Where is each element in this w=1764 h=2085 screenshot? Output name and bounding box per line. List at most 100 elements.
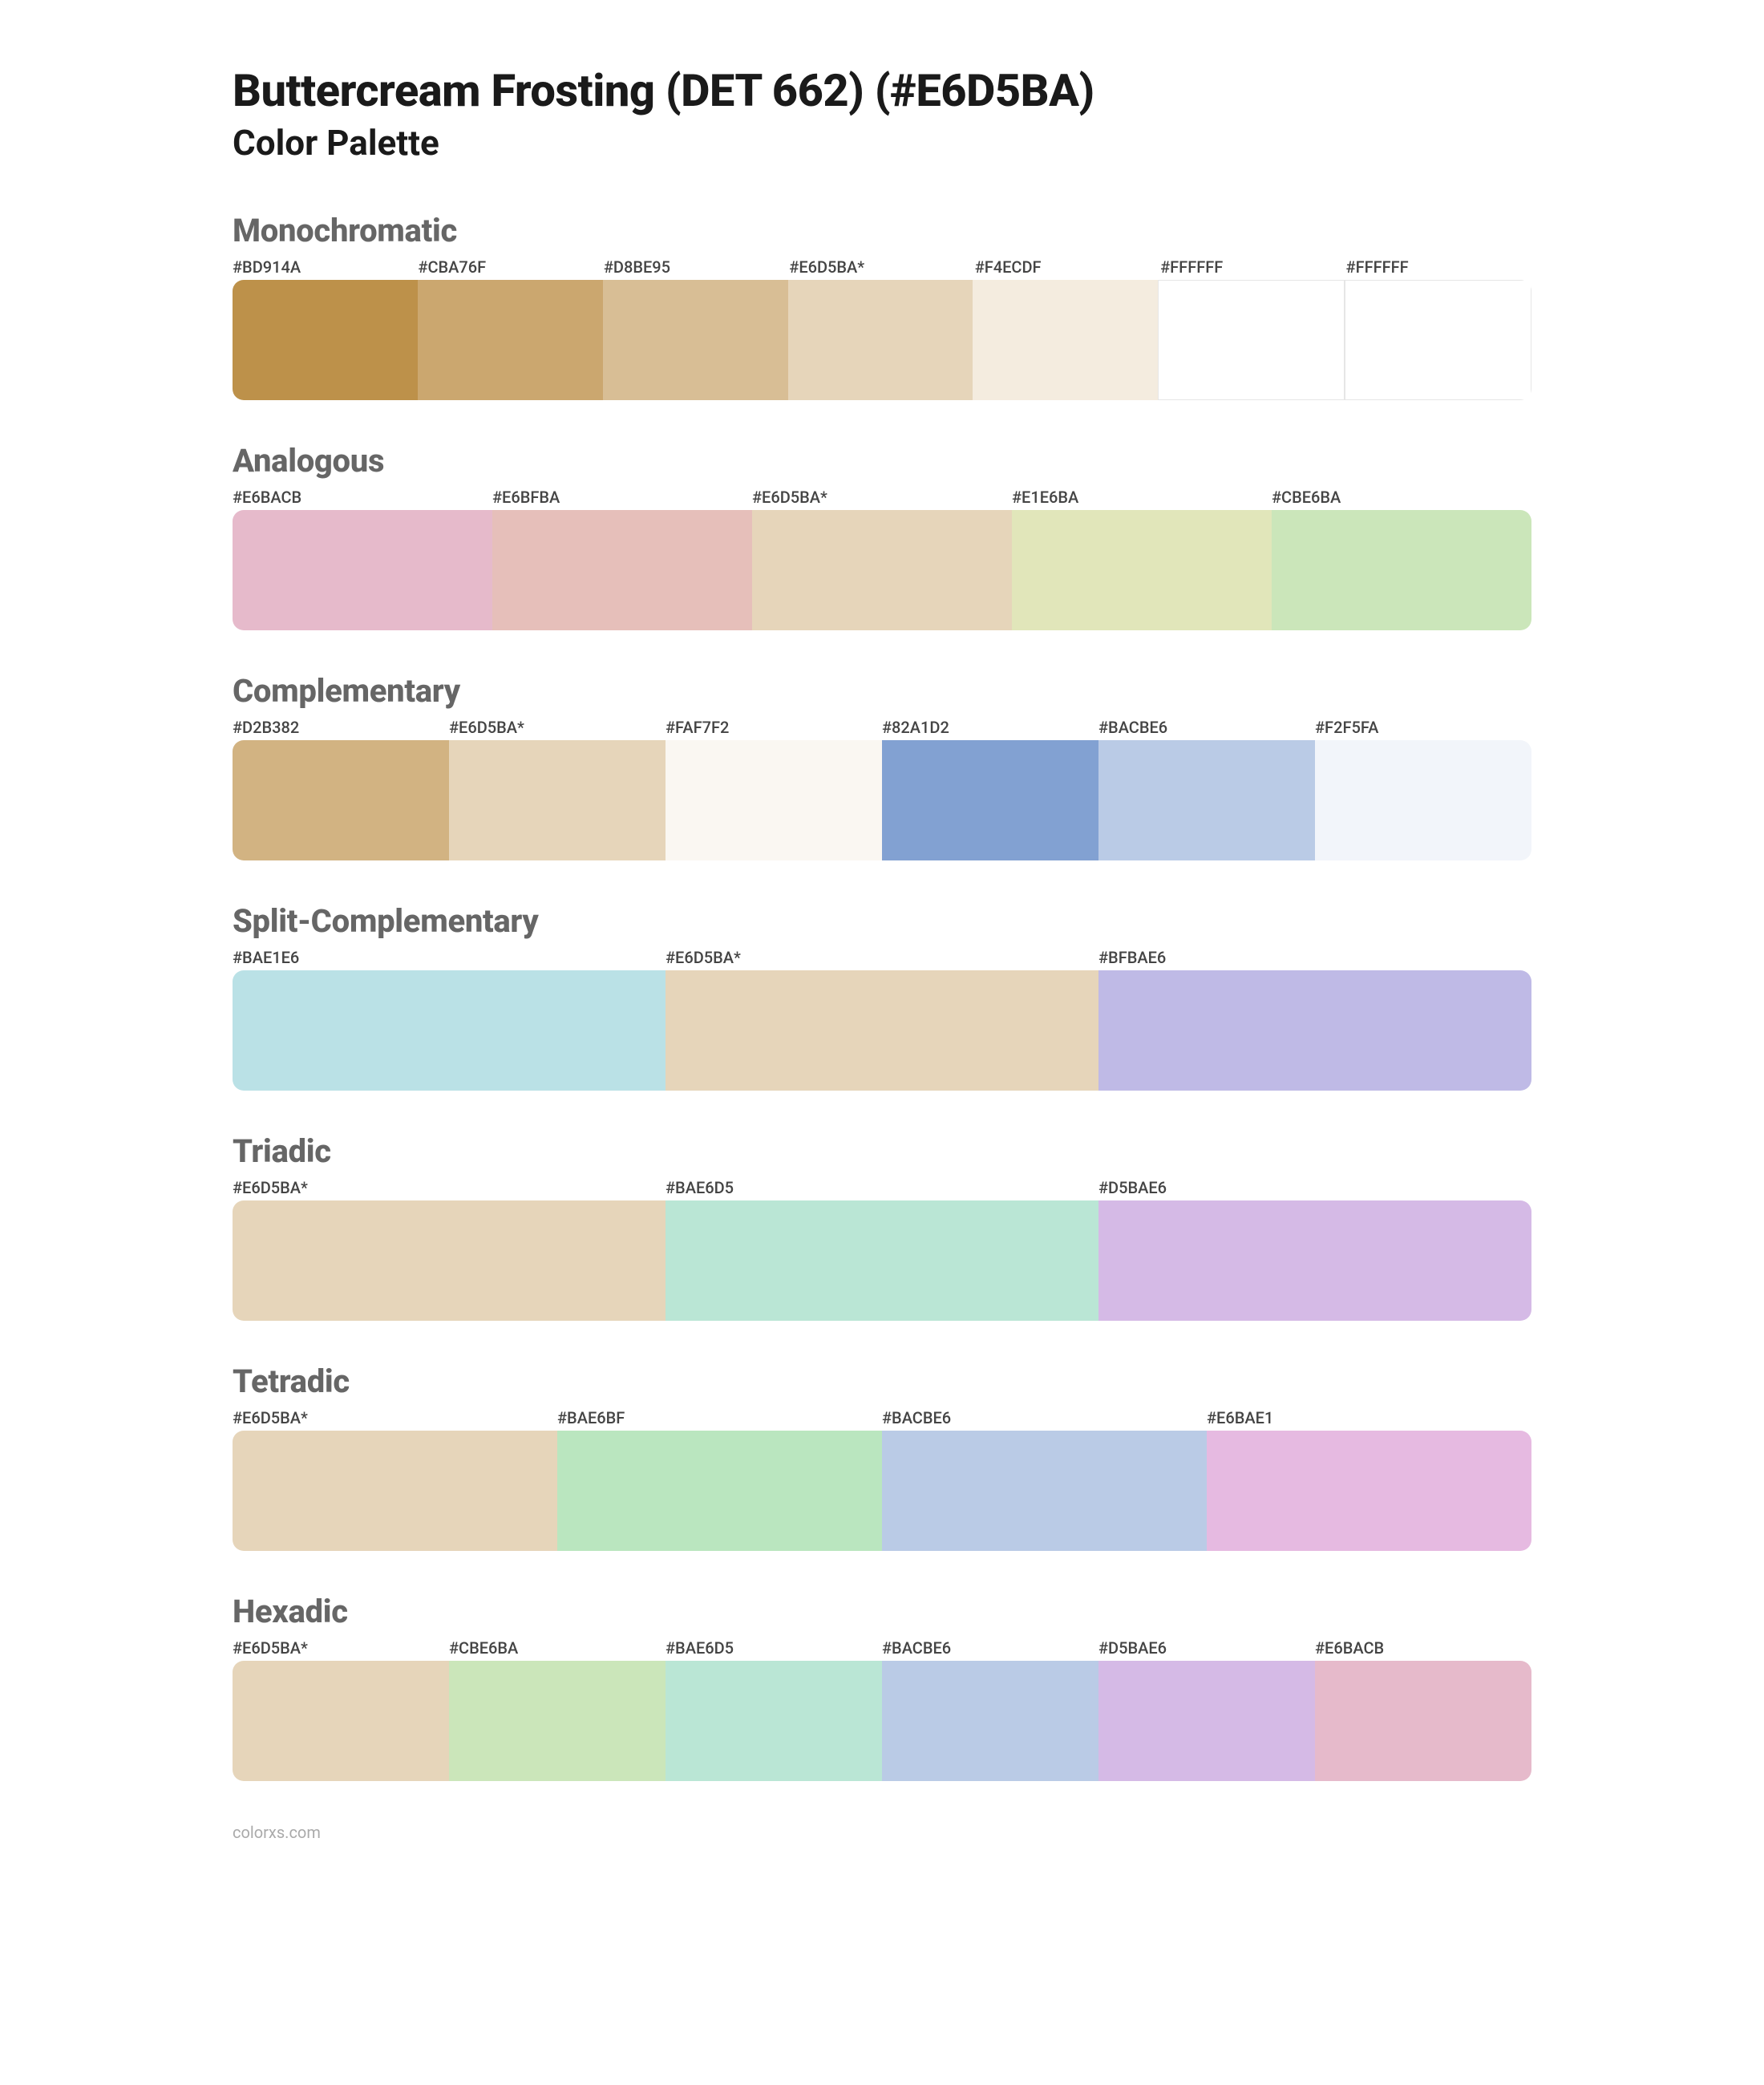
palette-section: Tetradic #E6D5BA*#BAE6BF#BACBE6#E6BAE1 [233,1362,1531,1551]
section-title: Monochromatic [233,212,1531,249]
color-swatch [666,970,1098,1091]
swatch-label: #E6D5BA* [752,488,1012,507]
swatches-row [233,1200,1531,1321]
swatch-label: #FFFFFF [1346,257,1531,277]
color-swatch [666,1200,1098,1321]
swatch-label: #BFBAE6 [1098,948,1531,967]
swatch-label: #D5BAE6 [1098,1178,1531,1197]
swatch-label: #E6D5BA* [233,1408,557,1427]
color-swatch [492,510,752,630]
page-title: Buttercream Frosting (DET 662) (#E6D5BA) [233,64,1531,117]
color-swatch [882,740,1098,860]
color-swatch [233,970,666,1091]
color-swatch [233,280,418,400]
palette-section: Analogous #E6BACB#E6BFBA#E6D5BA*#E1E6BA#C… [233,442,1531,630]
labels-row: #BAE1E6#E6D5BA*#BFBAE6 [233,948,1531,967]
color-swatch [557,1431,882,1551]
color-swatch [1315,740,1531,860]
color-swatch [973,280,1158,400]
swatch-label: #CBE6BA [1272,488,1531,507]
swatch-label: #BD914A [233,257,418,277]
swatch-label: #E6D5BA* [233,1178,666,1197]
color-swatch [233,740,449,860]
swatch-label: #E6BACB [233,488,492,507]
labels-row: #E6D5BA*#CBE6BA#BAE6D5#BACBE6#D5BAE6#E6B… [233,1638,1531,1658]
swatch-label: #BACBE6 [1098,718,1315,737]
swatch-label: #E1E6BA [1012,488,1272,507]
swatch-label: #BACBE6 [882,1408,1207,1427]
color-swatch [603,280,788,400]
labels-row: #BD914A#CBA76F#D8BE95#E6D5BA*#F4ECDF#FFF… [233,257,1531,277]
swatch-label: #E6BACB [1315,1638,1531,1658]
section-title: Split-Complementary [233,902,1531,940]
color-swatch [1098,970,1531,1091]
color-swatch [233,1431,557,1551]
color-swatch [666,740,882,860]
color-swatch [1158,280,1345,400]
color-swatch [882,1431,1207,1551]
color-swatch [666,1661,882,1781]
swatch-label: #D8BE95 [604,257,789,277]
swatch-label: #BAE6D5 [666,1638,882,1658]
color-swatch [1012,510,1272,630]
swatches-row [233,1431,1531,1551]
swatches-row [233,1661,1531,1781]
color-swatch [882,1661,1098,1781]
color-swatch [1272,510,1531,630]
labels-row: #D2B382#E6D5BA*#FAF7F2#82A1D2#BACBE6#F2F… [233,718,1531,737]
palette-section: Monochromatic #BD914A#CBA76F#D8BE95#E6D5B… [233,212,1531,400]
swatch-label: #82A1D2 [882,718,1098,737]
section-title: Tetradic [233,1362,1531,1400]
swatch-label: #BAE1E6 [233,948,666,967]
palette-sections: Monochromatic#BD914A#CBA76F#D8BE95#E6D5B… [233,212,1531,1781]
swatch-label: #E6BFBA [492,488,752,507]
swatch-label: #FFFFFF [1160,257,1345,277]
section-title: Triadic [233,1132,1531,1170]
color-swatch [1345,280,1531,400]
swatch-label: #F2F5FA [1315,718,1531,737]
swatch-label: #CBA76F [418,257,603,277]
color-swatch [449,740,666,860]
color-swatch [752,510,1012,630]
labels-row: #E6D5BA*#BAE6BF#BACBE6#E6BAE1 [233,1408,1531,1427]
palette-section: Triadic #E6D5BA*#BAE6D5#D5BAE6 [233,1132,1531,1321]
swatch-label: #CBE6BA [449,1638,666,1658]
section-title: Analogous [233,442,1531,480]
swatch-label: #E6D5BA* [789,257,974,277]
color-swatch [449,1661,666,1781]
swatches-row [233,740,1531,860]
swatch-label: #D5BAE6 [1098,1638,1315,1658]
swatch-label: #BAE6BF [557,1408,882,1427]
swatches-row [233,280,1531,400]
swatch-label: #E6D5BA* [666,948,1098,967]
section-title: Hexadic [233,1593,1531,1630]
color-swatch [233,1200,666,1321]
swatch-label: #BACBE6 [882,1638,1098,1658]
swatches-row [233,510,1531,630]
color-swatch [1315,1661,1531,1781]
section-title: Complementary [233,672,1531,710]
color-swatch [1098,1661,1315,1781]
palette-section: Hexadic #E6D5BA*#CBE6BA#BAE6D5#BACBE6#D5B… [233,1593,1531,1781]
color-swatch [233,510,492,630]
swatch-label: #D2B382 [233,718,449,737]
palette-section: Complementary #D2B382#E6D5BA*#FAF7F2#82A1… [233,672,1531,860]
swatch-label: #E6BAE1 [1207,1408,1531,1427]
swatch-label: #E6D5BA* [449,718,666,737]
color-swatch [1207,1431,1531,1551]
labels-row: #E6BACB#E6BFBA#E6D5BA*#E1E6BA#CBE6BA [233,488,1531,507]
footer-credit: colorxs.com [233,1823,1531,1842]
page-subtitle: Color Palette [233,122,1531,164]
color-swatch [233,1661,449,1781]
swatch-label: #FAF7F2 [666,718,882,737]
palette-section: Split-Complementary #BAE1E6#E6D5BA*#BFBAE… [233,902,1531,1091]
swatch-label: #F4ECDF [975,257,1160,277]
color-swatch [1098,1200,1531,1321]
labels-row: #E6D5BA*#BAE6D5#D5BAE6 [233,1178,1531,1197]
color-swatch [788,280,973,400]
color-swatch [418,280,603,400]
color-swatch [1098,740,1315,860]
swatch-label: #E6D5BA* [233,1638,449,1658]
swatches-row [233,970,1531,1091]
swatch-label: #BAE6D5 [666,1178,1098,1197]
